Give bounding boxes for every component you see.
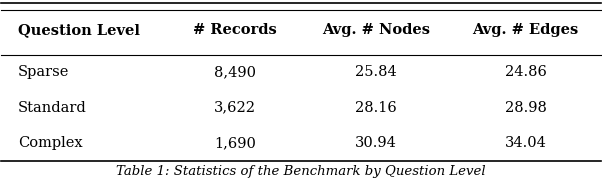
Text: Table 1: Statistics of the Benchmark by Question Level: Table 1: Statistics of the Benchmark by … [116, 165, 486, 178]
